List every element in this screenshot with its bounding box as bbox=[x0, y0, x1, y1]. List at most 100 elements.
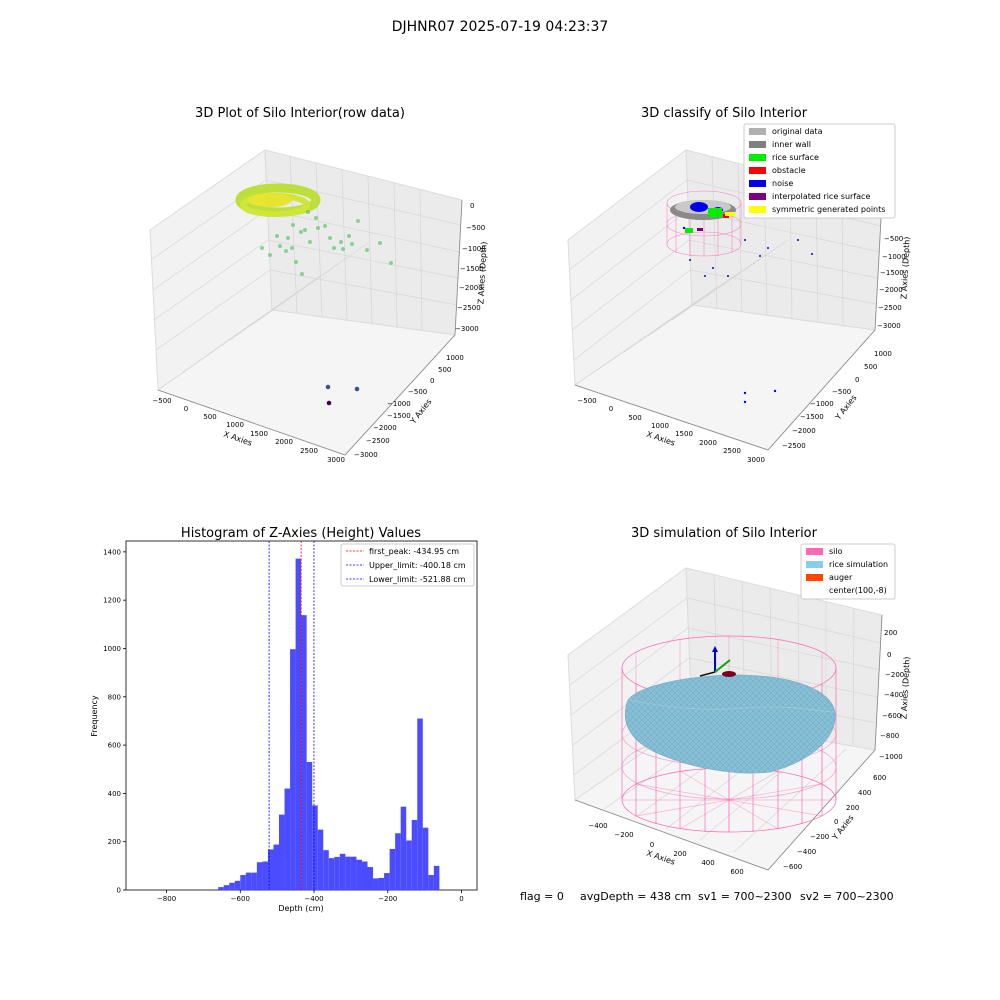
panel-simulation-3d-zlabel: Z Axies (Depth) bbox=[899, 656, 911, 719]
panel-classify-3d-legend: original data inner wall rice surface ob… bbox=[743, 123, 896, 219]
svg-text:2000: 2000 bbox=[699, 439, 717, 447]
svg-text:−200: −200 bbox=[614, 831, 633, 839]
svg-text:400: 400 bbox=[701, 859, 714, 867]
svg-text:1500: 1500 bbox=[675, 430, 693, 438]
svg-text:1000: 1000 bbox=[651, 422, 669, 430]
panel-simulation-3d: 3D simulation of Silo Interior bbox=[567, 526, 912, 876]
svg-text:200: 200 bbox=[884, 629, 897, 637]
svg-text:−2000: −2000 bbox=[879, 286, 903, 294]
svg-text:−1000: −1000 bbox=[810, 400, 834, 408]
svg-text:0: 0 bbox=[855, 376, 859, 384]
histogram-bar bbox=[229, 882, 235, 890]
svg-text:2000: 2000 bbox=[275, 438, 293, 446]
flag-text: flag = 0 bbox=[520, 890, 564, 903]
svg-text:interpolated rice surface: interpolated rice surface bbox=[772, 192, 870, 201]
svg-text:−400: −400 bbox=[588, 822, 607, 830]
histogram-bar bbox=[240, 875, 246, 890]
histogram-bar bbox=[256, 862, 263, 890]
avg-depth-text: avgDepth = 438 cm bbox=[580, 890, 691, 903]
svg-text:−1500: −1500 bbox=[800, 413, 824, 421]
panel-raw-3d-zlabel: Z Axies (Depth) bbox=[476, 241, 488, 304]
histogram-bar bbox=[312, 805, 318, 890]
histogram-bar bbox=[422, 827, 429, 890]
svg-text:−1000: −1000 bbox=[882, 253, 906, 261]
figure-suptitle: DJHNR07 2025-07-19 04:23:37 bbox=[392, 19, 609, 35]
svg-text:−500: −500 bbox=[884, 235, 903, 243]
histogram-bar bbox=[350, 856, 357, 890]
panel-raw-3d: 3D Plot of Silo Interior(row data) bbox=[149, 106, 489, 464]
histogram-bar bbox=[367, 867, 374, 890]
svg-text:rice simulation: rice simulation bbox=[829, 560, 888, 569]
svg-text:−1000: −1000 bbox=[462, 245, 486, 253]
histogram-bar bbox=[411, 819, 418, 890]
histogram-bar bbox=[433, 865, 440, 890]
histogram-bar bbox=[245, 872, 252, 890]
histogram-y-tick-label: 0 bbox=[117, 887, 121, 895]
svg-text:−500: −500 bbox=[408, 388, 427, 396]
svg-text:−400: −400 bbox=[884, 691, 903, 699]
svg-text:−200: −200 bbox=[885, 671, 904, 679]
histogram-bar bbox=[323, 850, 329, 890]
histogram-y-tick-label: 800 bbox=[108, 693, 121, 701]
svg-text:−2000: −2000 bbox=[373, 424, 397, 432]
panel-simulation-3d-title: 3D simulation of Silo Interior bbox=[631, 526, 818, 541]
panel-raw-3d-ylabel: Y Axies bbox=[408, 397, 434, 426]
legend-item-center: center(100,-8) bbox=[829, 586, 887, 595]
histogram-bar bbox=[234, 880, 241, 890]
svg-text:−1000: −1000 bbox=[387, 400, 411, 408]
histogram-bar bbox=[334, 856, 340, 890]
svg-text:−1500: −1500 bbox=[880, 269, 904, 277]
legend-item-noise: noise bbox=[749, 179, 793, 188]
histogram-bar bbox=[251, 872, 257, 890]
svg-text:−2000: −2000 bbox=[792, 427, 816, 435]
histogram-y-tick-label: 1200 bbox=[103, 597, 121, 605]
histogram-bar bbox=[328, 858, 335, 890]
histogram-reference-lines bbox=[268, 541, 315, 890]
svg-text:−600: −600 bbox=[783, 863, 802, 871]
panel-simulation-3d-y-ticks: 600 400 200 0 −200 −400 −600 bbox=[783, 774, 886, 871]
svg-text:silo: silo bbox=[829, 547, 843, 556]
sv2-text: sv2 = 700~2300 bbox=[800, 890, 894, 903]
panel-raw-3d-y-ticks: 1000 500 0 −500 −1000 −1500 −2000 −2500 … bbox=[354, 354, 464, 459]
panel-classify-3d-points bbox=[666, 190, 813, 404]
histogram-bar bbox=[373, 878, 379, 890]
svg-text:−2500: −2500 bbox=[782, 442, 806, 450]
center-axes-marker bbox=[699, 646, 736, 677]
histogram-bar bbox=[345, 856, 351, 890]
svg-text:center(100,-8): center(100,-8) bbox=[829, 586, 887, 595]
svg-text:0: 0 bbox=[834, 818, 838, 826]
svg-text:0: 0 bbox=[609, 405, 613, 413]
svg-text:400: 400 bbox=[858, 789, 871, 797]
histogram-bars bbox=[218, 558, 440, 890]
panel-classify-3d-zlabel: Z Axies (Depth) bbox=[899, 236, 911, 299]
legend-item-auger: auger bbox=[806, 573, 853, 582]
histogram-xlabel: Depth (cm) bbox=[278, 904, 323, 913]
svg-text:0: 0 bbox=[887, 651, 891, 659]
svg-text:−400: −400 bbox=[797, 848, 816, 856]
histogram-bar bbox=[262, 861, 268, 890]
svg-text:0: 0 bbox=[184, 405, 188, 413]
panel-classify-3d-y-ticks: 1000 500 0 −500 −1000 −1500 −2000 −2500 bbox=[782, 350, 892, 450]
svg-text:1000: 1000 bbox=[874, 350, 892, 358]
svg-text:−500: −500 bbox=[832, 388, 851, 396]
histogram-x-tick-label: −200 bbox=[378, 895, 397, 903]
histogram-bar bbox=[317, 829, 324, 890]
legend-item-silo: silo bbox=[806, 547, 843, 556]
svg-text:3000: 3000 bbox=[747, 456, 765, 464]
histogram-x-tick-label: 0 bbox=[459, 895, 463, 903]
svg-text:200: 200 bbox=[673, 850, 686, 858]
svg-text:−2500: −2500 bbox=[878, 304, 902, 312]
rice-surface bbox=[624, 674, 836, 774]
panel-histogram: Histogram of Z-Axies (Height) Values −80… bbox=[90, 526, 478, 913]
panel-raw-3d-x-ticks: −500 0 500 1000 1500 2000 2500 3000 bbox=[152, 397, 345, 464]
legend-item-interpolated: interpolated rice surface bbox=[749, 192, 870, 201]
svg-text:−500: −500 bbox=[152, 397, 171, 405]
svg-text:−800: −800 bbox=[880, 732, 899, 740]
svg-text:−1500: −1500 bbox=[460, 265, 484, 273]
svg-text:500: 500 bbox=[203, 413, 216, 421]
svg-text:500: 500 bbox=[628, 414, 641, 422]
legend-item-rice-surface: rice surface bbox=[749, 153, 819, 162]
histogram-legend: first_peak: -434.95 cm Upper_limit: -400… bbox=[340, 543, 475, 587]
svg-text:1500: 1500 bbox=[250, 430, 268, 438]
histogram-bar bbox=[428, 875, 434, 890]
